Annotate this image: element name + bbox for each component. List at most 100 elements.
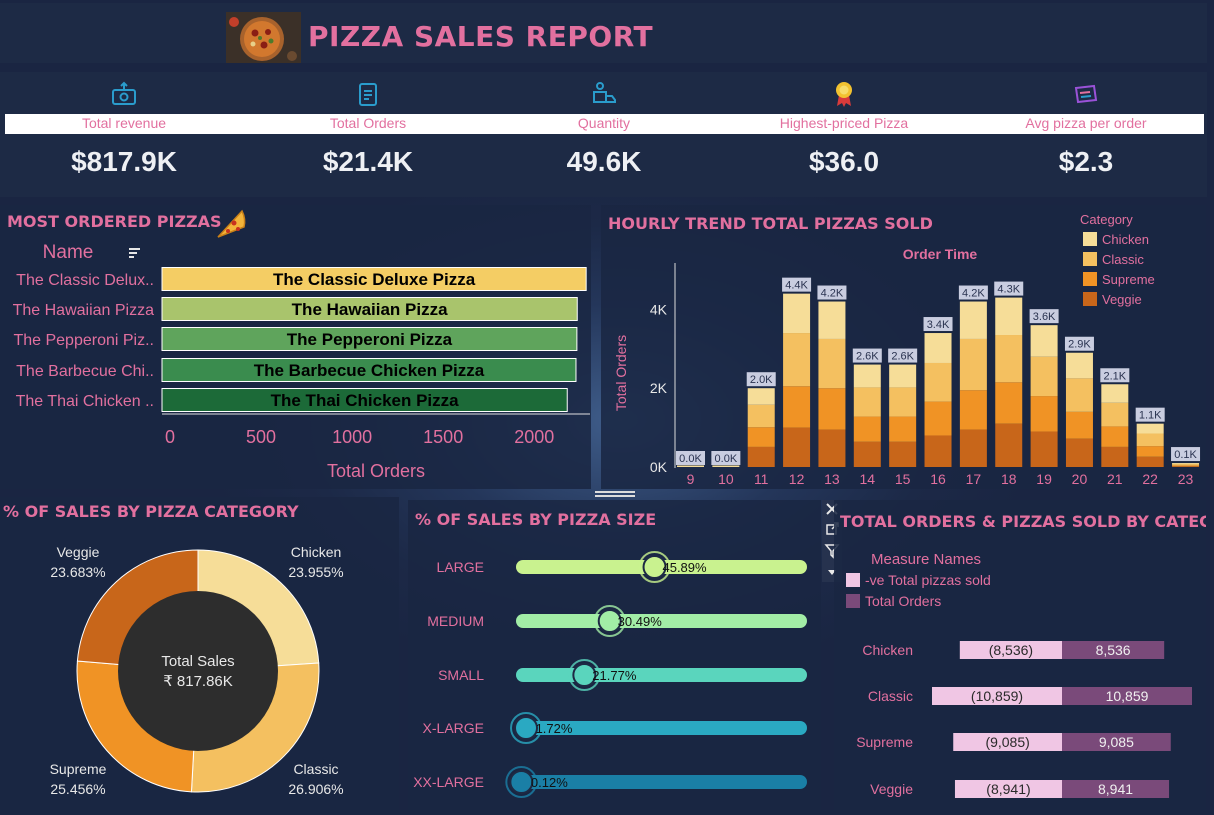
legend-label[interactable]: -ve Total pizzas sold [865, 572, 991, 588]
stacked-bar-segment-classic[interactable] [1101, 402, 1129, 427]
legend-label[interactable]: Total Orders [865, 593, 941, 609]
stacked-bar-segment-classic[interactable] [959, 338, 987, 391]
stacked-bar-segment-supreme[interactable] [818, 388, 846, 430]
size-track[interactable] [516, 668, 807, 682]
size-marker[interactable] [514, 716, 539, 740]
stacked-bar-segment-veggie[interactable] [995, 423, 1023, 467]
stacked-bar-segment-classic[interactable] [924, 362, 952, 402]
x-tick-label: 10 [718, 471, 734, 487]
size-track[interactable] [516, 775, 807, 789]
pizza-bar[interactable] [161, 267, 587, 291]
panel-title: % OF SALES BY PIZZA CATEGORY [3, 502, 299, 521]
size-marker[interactable] [572, 663, 597, 687]
total-orders-label: 9,085 [1099, 734, 1134, 750]
most-ordered-pizzas-panel: MOST ORDERED PIZZAS Name The Classic Del… [0, 205, 591, 489]
stacked-bar-segment-classic[interactable] [1136, 433, 1164, 447]
stacked-bar-segment-chicken[interactable] [1065, 352, 1093, 379]
pizza-bar[interactable] [161, 358, 577, 382]
legend-label[interactable]: Veggie [1102, 292, 1142, 307]
stacked-bar-segment-classic[interactable] [889, 387, 917, 417]
stacked-bar-segment-chicken[interactable] [959, 301, 987, 339]
stacked-bar-segment-veggie[interactable] [853, 441, 881, 467]
size-marker[interactable] [642, 555, 667, 579]
stacked-bar-segment-veggie[interactable] [1030, 431, 1058, 467]
negative-sold-bar[interactable] [932, 687, 1062, 705]
cash-icon [1074, 84, 1098, 104]
stacked-bar-segment-chicken[interactable] [818, 301, 846, 339]
stacked-bar-segment-classic[interactable] [1172, 464, 1200, 466]
category-label: Supreme [856, 734, 913, 750]
stacked-bar-segment-chicken[interactable] [889, 364, 917, 388]
stacked-bar-segment-veggie[interactable] [959, 429, 987, 467]
stacked-bar-segment-chicken[interactable] [747, 388, 775, 405]
stacked-bar-segment-veggie[interactable] [1065, 438, 1093, 467]
stacked-bar-segment-chicken[interactable] [1172, 463, 1200, 465]
kpi-value: $2.3 [1058, 146, 1114, 177]
legend-swatch[interactable] [1083, 252, 1097, 266]
stacked-bar-segment-veggie[interactable] [1136, 456, 1164, 467]
stacked-bar-segment-chicken[interactable] [1101, 384, 1129, 403]
pizza-bar[interactable] [161, 297, 578, 321]
stacked-bar-segment-supreme[interactable] [959, 390, 987, 430]
stacked-bar-segment-supreme[interactable] [924, 401, 952, 436]
panel-resize-handle[interactable] [593, 490, 637, 498]
stacked-bar-segment-veggie[interactable] [747, 446, 775, 467]
stacked-bar-segment-supreme[interactable] [853, 416, 881, 442]
stacked-bar-segment-veggie[interactable] [818, 429, 846, 467]
stacked-bar-segment-chicken[interactable] [924, 333, 952, 363]
pizza-bar[interactable] [161, 327, 578, 351]
hourly-trend-panel: HOURLY TREND TOTAL PIZZAS SOLD Order Tim… [601, 205, 1206, 489]
sales-by-size-panel: % OF SALES BY PIZZA SIZE LARGE 45.89% MEDI… [408, 500, 821, 810]
stacked-bar-segment-classic[interactable] [818, 338, 846, 389]
stacked-bar-segment-classic[interactable] [1030, 356, 1058, 397]
legend-swatch[interactable] [846, 573, 860, 587]
sort-icon[interactable] [129, 248, 140, 258]
stacked-bar-segment-supreme[interactable] [1172, 465, 1200, 467]
negative-sold-bar[interactable] [959, 641, 1062, 659]
total-orders-bar[interactable] [1062, 687, 1192, 705]
stacked-bar-segment-supreme[interactable] [783, 386, 811, 428]
stacked-bar-segment-veggie[interactable] [924, 435, 952, 467]
legend-swatch[interactable] [1083, 292, 1097, 306]
stacked-bar-segment-classic[interactable] [853, 387, 881, 417]
x-tick-label: 9 [687, 471, 695, 487]
stacked-bar-segment-supreme[interactable] [747, 427, 775, 447]
stacked-bar-segment-classic[interactable] [747, 404, 775, 428]
size-marker[interactable] [509, 770, 534, 794]
stacked-bar-segment-chicken[interactable] [853, 364, 881, 388]
stacked-bar-segment-veggie[interactable] [889, 441, 917, 467]
legend-swatch[interactable] [1083, 232, 1097, 246]
stacked-bar-segment-veggie[interactable] [1101, 446, 1129, 467]
size-track[interactable] [516, 721, 807, 735]
stacked-bar-segment-supreme[interactable] [1136, 446, 1164, 457]
stacked-bar-segment-supreme[interactable] [889, 416, 917, 442]
total-orders-bar[interactable] [1062, 780, 1170, 798]
stacked-bar-segment-supreme[interactable] [1030, 396, 1058, 432]
negative-sold-bar[interactable] [954, 780, 1062, 798]
kpi-highest-priced-pizza: Highest-priced Pizza $36.0 [724, 72, 964, 197]
stacked-bar-segment-supreme[interactable] [1065, 411, 1093, 439]
total-orders-bar[interactable] [1062, 641, 1165, 659]
stacked-bar-segment-chicken[interactable] [1030, 325, 1058, 357]
stacked-bar-segment-supreme[interactable] [1101, 426, 1129, 447]
legend-label[interactable]: Classic [1102, 252, 1144, 267]
legend-swatch[interactable] [1083, 272, 1097, 286]
stacked-bar-segment-veggie[interactable] [783, 427, 811, 467]
pizza-bar[interactable] [161, 388, 568, 412]
legend-label[interactable]: Supreme [1102, 272, 1155, 287]
stacked-bar-segment-veggie[interactable] [1172, 466, 1200, 467]
legend-label[interactable]: Chicken [1102, 232, 1149, 247]
stacked-bar-segment-chicken[interactable] [783, 293, 811, 334]
stacked-bar-segment-min [677, 465, 704, 467]
size-marker[interactable] [597, 609, 622, 633]
legend-swatch[interactable] [846, 594, 860, 608]
stacked-bar-segment-supreme[interactable] [995, 382, 1023, 424]
stacked-bar-segment-chicken[interactable] [1136, 423, 1164, 434]
total-orders-bar[interactable] [1062, 733, 1171, 751]
stacked-bar-segment-classic[interactable] [783, 333, 811, 387]
stacked-bar-segment-chicken[interactable] [995, 297, 1023, 336]
stacked-bar-segment-classic[interactable] [995, 335, 1023, 383]
stacked-bar-segment-classic[interactable] [1065, 378, 1093, 412]
size-track[interactable] [516, 614, 807, 628]
negative-sold-bar[interactable] [953, 733, 1062, 751]
